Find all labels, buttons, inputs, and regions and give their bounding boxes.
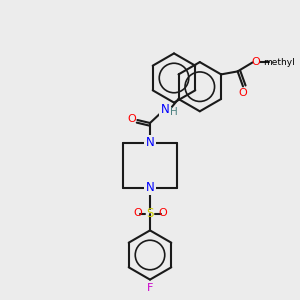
Text: O: O	[158, 208, 167, 218]
Text: O: O	[252, 57, 261, 67]
Text: O: O	[238, 88, 247, 98]
Text: H: H	[170, 107, 178, 117]
Text: methyl: methyl	[263, 58, 295, 67]
Text: S: S	[146, 207, 154, 220]
Text: F: F	[147, 283, 153, 293]
Text: O: O	[127, 114, 136, 124]
Text: O: O	[133, 208, 142, 218]
Text: N: N	[160, 103, 169, 116]
Text: N: N	[146, 136, 154, 149]
Text: N: N	[146, 181, 154, 194]
